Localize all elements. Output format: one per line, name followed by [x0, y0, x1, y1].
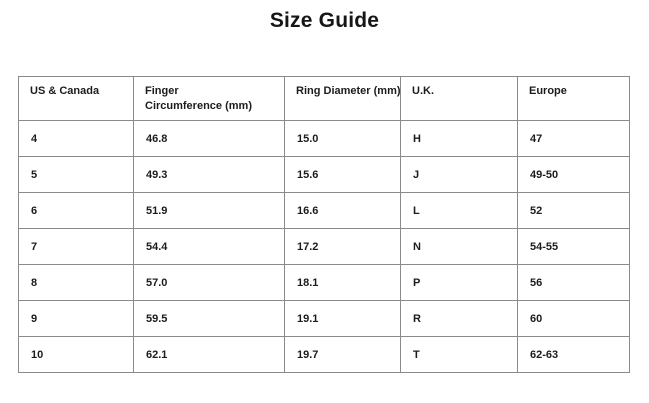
table-body: 4 46.8 15.0 H 47 5 49.3 15.6 J 49-50 6 51.9 16.6 L 52 7… — [18, 120, 630, 373]
table-cell: N — [400, 228, 518, 265]
table-cell: 57.0 — [133, 264, 285, 301]
table-row: 8 57.0 18.1 P 56 — [18, 264, 630, 301]
table-cell: 7 — [18, 228, 134, 265]
table-cell: 4 — [18, 120, 134, 157]
table-cell: 9 — [18, 300, 134, 337]
table-cell: 18.1 — [284, 264, 401, 301]
table-cell: 8 — [18, 264, 134, 301]
table-cell: 16.6 — [284, 192, 401, 229]
table-cell: 19.1 — [284, 300, 401, 337]
column-header-uk: U.K. — [400, 76, 518, 121]
table-row: 7 54.4 17.2 N 54-55 — [18, 228, 630, 265]
table-row: 5 49.3 15.6 J 49-50 — [18, 156, 630, 193]
table-cell: 49-50 — [517, 156, 630, 193]
table-cell: T — [400, 336, 518, 373]
table-cell: 49.3 — [133, 156, 285, 193]
column-header-europe: Europe — [517, 76, 630, 121]
table-cell: L — [400, 192, 518, 229]
table-cell: 15.6 — [284, 156, 401, 193]
table-cell: 52 — [517, 192, 630, 229]
table-cell: 51.9 — [133, 192, 285, 229]
table-cell: 54-55 — [517, 228, 630, 265]
table-cell: 59.5 — [133, 300, 285, 337]
table-row: 9 59.5 19.1 R 60 — [18, 300, 630, 337]
page-title: Size Guide — [269, 9, 380, 32]
table-cell: R — [400, 300, 518, 337]
size-guide-table: US & Canada Finger Circumference (mm) Ri… — [18, 76, 630, 373]
table-cell: 60 — [517, 300, 630, 337]
column-header-ring-diameter: Ring Diameter (mm) — [284, 76, 401, 121]
table-cell: 17.2 — [284, 228, 401, 265]
table-cell: 54.4 — [133, 228, 285, 265]
table-cell: 5 — [18, 156, 134, 193]
table-cell: 46.8 — [133, 120, 285, 157]
table-row: 4 46.8 15.0 H 47 — [18, 120, 630, 157]
table-cell: 10 — [18, 336, 134, 373]
table-header-row: US & Canada Finger Circumference (mm) Ri… — [18, 76, 630, 121]
table-cell: H — [400, 120, 518, 157]
table-cell: J — [400, 156, 518, 193]
table-cell: 47 — [517, 120, 630, 157]
table-cell: 56 — [517, 264, 630, 301]
table-row: 10 62.1 19.7 T 62-63 — [18, 336, 630, 373]
table-cell: 62.1 — [133, 336, 285, 373]
table-cell: 19.7 — [284, 336, 401, 373]
table-cell: P — [400, 264, 518, 301]
table-cell: 15.0 — [284, 120, 401, 157]
table-cell: 62-63 — [517, 336, 630, 373]
column-header-finger-circumference: Finger Circumference (mm) — [133, 76, 285, 121]
table-row: 6 51.9 16.6 L 52 — [18, 192, 630, 229]
table-cell: 6 — [18, 192, 134, 229]
column-header-us-canada: US & Canada — [18, 76, 134, 121]
